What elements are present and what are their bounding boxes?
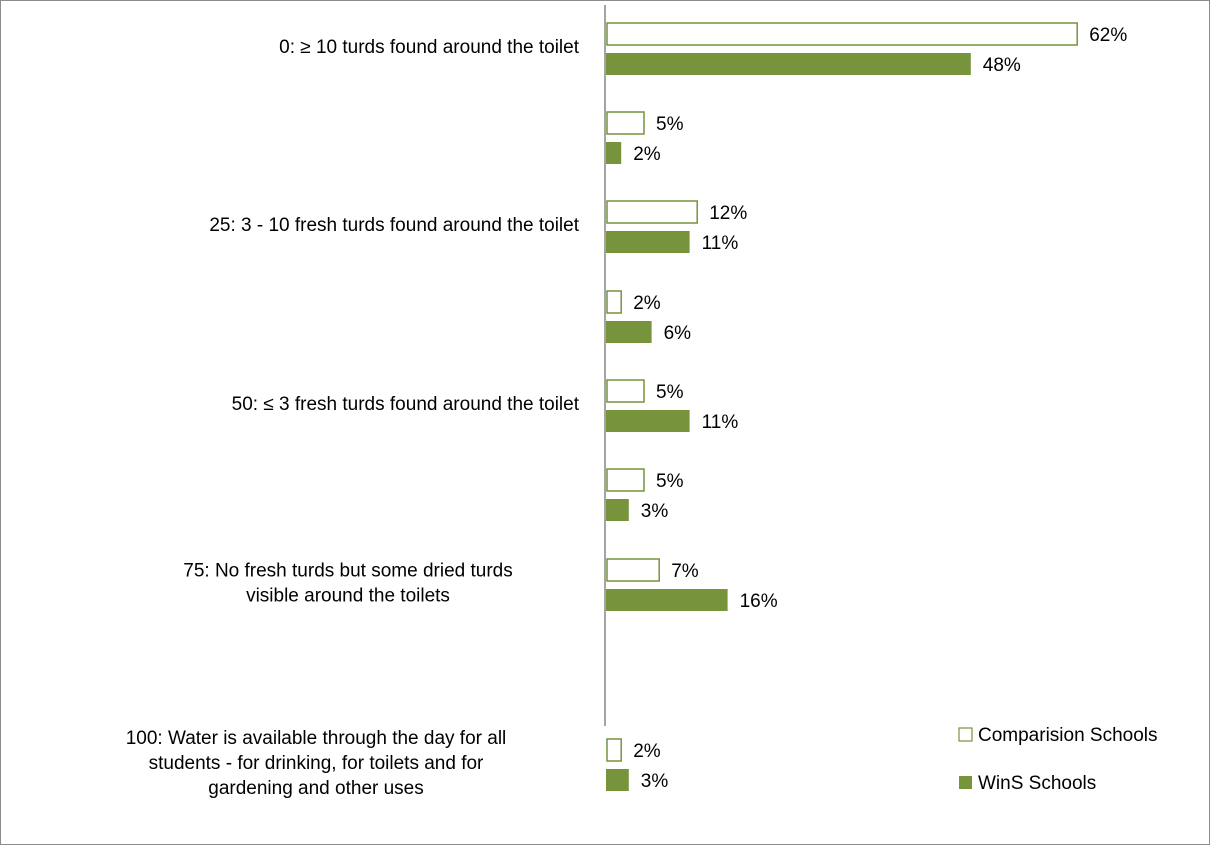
data-label: 11% <box>702 233 739 254</box>
data-label: 2% <box>633 293 661 314</box>
legend: Comparision Schools WinS Schools <box>958 725 1158 794</box>
category-label: 0: ≥ 10 turds found around the toilet <box>279 37 580 58</box>
bar-comparision-schools <box>606 379 645 403</box>
bar-wins-schools <box>606 321 652 343</box>
bar-comparision-schools <box>606 200 698 224</box>
bar-wins-schools <box>606 499 629 521</box>
category-label: 50: ≤ 3 fresh turds found around the toi… <box>232 394 580 415</box>
bars <box>606 22 1078 791</box>
bar-wins-schools <box>606 53 971 75</box>
legend-label: WinS Schools <box>978 773 1096 794</box>
bar-wins-schools <box>606 410 690 432</box>
bar-comparision-schools <box>606 738 622 762</box>
value-labels: 62%48%5%2%12%11%2%6%5%11%5%3%7%16%2%3% <box>633 25 1127 792</box>
data-label: 5% <box>656 382 684 403</box>
data-label: 3% <box>641 771 669 792</box>
legend-swatch-wins-schools <box>959 776 972 789</box>
data-label: 62% <box>1089 25 1127 46</box>
data-label: 11% <box>702 412 739 433</box>
bar-comparision-schools <box>606 468 645 492</box>
data-label: 12% <box>709 203 747 224</box>
bar-comparision-schools <box>606 558 660 582</box>
category-label: 25: 3 - 10 fresh turds found around the … <box>209 215 579 236</box>
bar-comparision-schools <box>606 111 645 135</box>
category-label: 100: Water is available through the day … <box>126 728 507 799</box>
data-label: 2% <box>633 144 661 165</box>
data-label: 6% <box>664 323 692 344</box>
bar-wins-schools <box>606 589 728 611</box>
category-label: 75: No fresh turds but some dried turds v… <box>183 561 513 607</box>
data-label: 2% <box>633 741 661 762</box>
data-label: 7% <box>671 561 699 582</box>
data-label: 5% <box>656 471 684 492</box>
legend-label: Comparision Schools <box>978 725 1158 746</box>
bar-wins-schools <box>606 142 622 164</box>
data-label: 5% <box>656 114 684 135</box>
bar-comparision-schools <box>606 290 622 314</box>
bar-comparision-schools <box>606 22 1078 46</box>
bar-wins-schools <box>606 231 690 253</box>
category-labels: 0: ≥ 10 turds found around the toilet 25:… <box>126 37 580 799</box>
data-label: 48% <box>983 55 1021 76</box>
data-label: 3% <box>641 501 669 522</box>
bar-wins-schools <box>606 769 629 791</box>
legend-swatch-comparision-schools <box>958 727 973 742</box>
data-label: 16% <box>740 591 778 612</box>
